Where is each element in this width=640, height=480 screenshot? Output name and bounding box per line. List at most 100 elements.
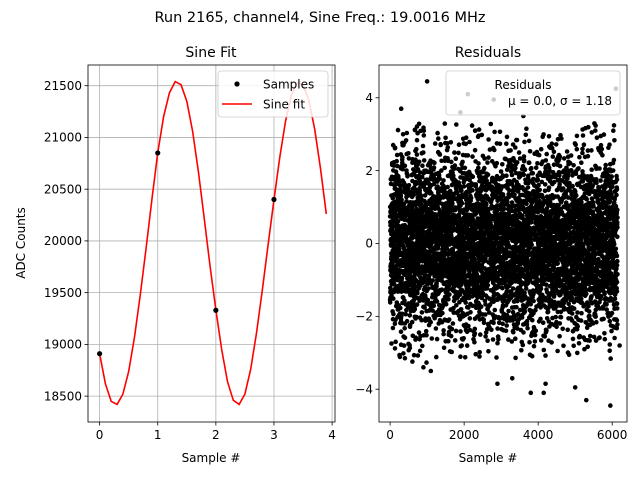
residual-point	[553, 142, 559, 147]
residual-point	[417, 170, 423, 175]
residual-point	[542, 334, 548, 339]
residual-point	[529, 242, 534, 248]
residual-point	[410, 359, 415, 364]
residual-point	[482, 165, 487, 171]
sine-fit-legend-box	[217, 70, 329, 118]
residual-point	[420, 143, 426, 149]
residual-point	[402, 298, 407, 303]
residual-point	[424, 332, 429, 338]
residual-point	[404, 318, 410, 324]
residual-point	[483, 334, 488, 339]
residual-point	[500, 321, 505, 327]
residual-point	[470, 188, 475, 193]
residual-point	[470, 174, 476, 180]
residual-point	[514, 137, 520, 143]
residual-point	[402, 335, 408, 341]
residual-point	[561, 156, 567, 161]
residual-point	[394, 152, 400, 158]
residual-point	[421, 133, 427, 138]
residual-point	[477, 350, 483, 355]
y-tick-label: 19000	[44, 338, 82, 352]
residual-point	[526, 160, 532, 165]
residual-point	[425, 297, 431, 303]
residual-point	[445, 145, 451, 150]
legend-sine-fit-label: Sine fit	[263, 98, 305, 112]
residual-point	[557, 173, 562, 178]
x-tick-label: 4	[328, 428, 336, 442]
residual-point	[446, 317, 452, 322]
residual-point	[482, 156, 487, 161]
residual-point	[476, 127, 482, 132]
residual-point	[442, 249, 447, 254]
residual-point	[521, 159, 527, 164]
residual-point	[415, 353, 421, 358]
sine-fit-grid	[88, 65, 335, 422]
residual-point	[445, 141, 450, 146]
residual-point	[434, 283, 439, 289]
residual-point	[449, 326, 455, 332]
residual-point	[530, 171, 536, 176]
residual-point	[472, 339, 477, 345]
residual-point	[462, 165, 468, 171]
y-tick-label: 20000	[44, 234, 82, 248]
y-tick-label: 20500	[44, 182, 82, 196]
residual-point	[557, 334, 562, 339]
residual-point	[524, 126, 529, 131]
figure-suptitle: Run 2165, channel4, Sine Freq.: 19.0016 …	[154, 10, 485, 26]
y-tick-label: 21000	[44, 131, 82, 145]
residual-point	[441, 178, 446, 183]
residual-point	[448, 140, 454, 145]
residual-point	[458, 354, 463, 360]
residual-point	[503, 328, 509, 334]
residual-point	[477, 354, 482, 359]
residual-point	[452, 150, 457, 155]
residual-point	[554, 324, 559, 330]
residual-point	[527, 340, 532, 345]
residual-point	[449, 159, 454, 165]
residual-point	[549, 340, 554, 345]
residual-point	[438, 142, 444, 148]
residual-point	[557, 321, 563, 326]
residual-point	[403, 311, 409, 317]
residual-point	[422, 305, 427, 310]
residual-point	[467, 316, 473, 321]
residual-point	[564, 149, 570, 154]
residual-point	[533, 328, 539, 334]
residual-point	[432, 315, 438, 321]
residual-point	[568, 153, 574, 158]
residual-point	[414, 137, 420, 143]
residual-point	[436, 136, 441, 141]
residual-point	[510, 286, 516, 291]
residual-point	[389, 341, 394, 346]
residual-point	[543, 353, 548, 358]
residual-point	[457, 292, 463, 297]
residual-point	[449, 349, 455, 355]
residual-point	[403, 138, 409, 143]
residual-point	[537, 187, 542, 193]
residual-point	[452, 338, 458, 343]
residual-point	[531, 343, 537, 349]
residual-point	[400, 160, 405, 166]
residual-point	[485, 160, 490, 165]
residual-point	[399, 197, 404, 202]
residual-point	[423, 273, 429, 278]
residual-point	[417, 188, 423, 193]
residual-point	[495, 340, 500, 346]
sine-fit-xlabel: Sample #	[182, 451, 241, 465]
residual-point	[429, 336, 435, 341]
residual-point	[421, 158, 427, 163]
sine-fit-ylabel: ADC Counts	[14, 207, 28, 279]
residual-point	[421, 150, 426, 155]
residual-point	[453, 328, 459, 334]
residual-point	[565, 327, 570, 333]
residual-point	[440, 310, 445, 316]
residual-point	[494, 208, 500, 214]
residual-point	[435, 184, 440, 189]
residual-point	[488, 223, 494, 228]
residual-point	[412, 306, 418, 312]
residual-point	[513, 145, 518, 150]
residual-point	[464, 208, 470, 213]
residual-point	[497, 141, 503, 147]
residual-point	[428, 253, 433, 259]
